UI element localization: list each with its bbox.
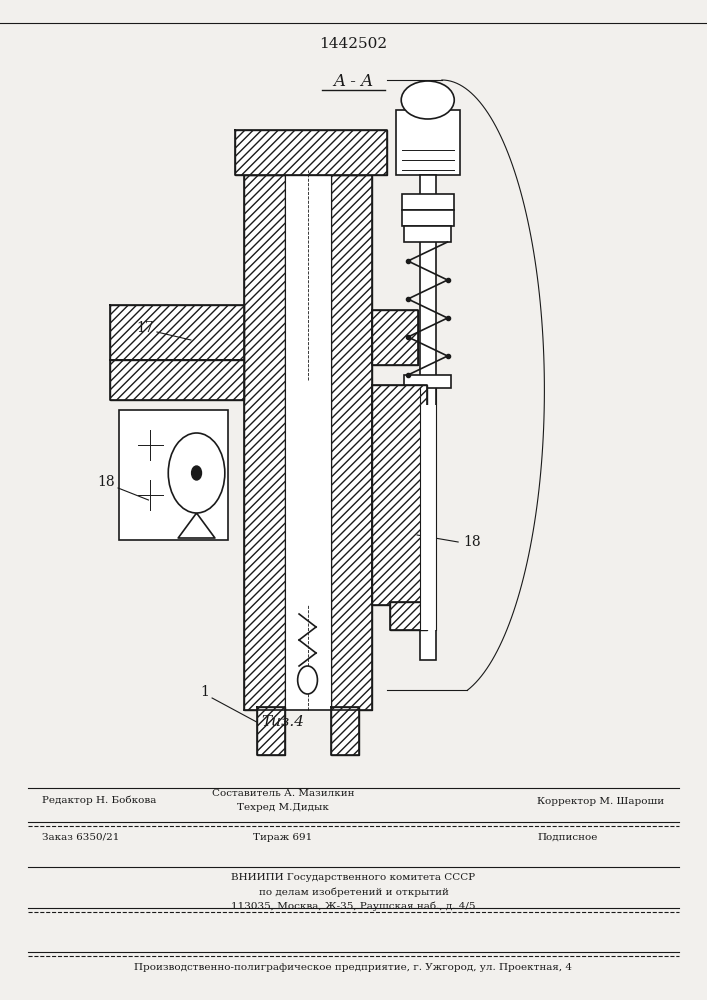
Circle shape xyxy=(298,666,317,694)
Text: Редактор Н. Бобкова: Редактор Н. Бобкова xyxy=(42,795,157,805)
Text: Составитель А. Мазилкин: Составитель А. Мазилкин xyxy=(211,790,354,798)
Text: 113035, Москва, Ж-35, Раушская наб., д. 4/5: 113035, Москва, Ж-35, Раушская наб., д. … xyxy=(231,901,476,911)
Bar xyxy=(331,175,372,710)
Bar xyxy=(257,707,285,755)
Text: 1442502: 1442502 xyxy=(320,37,387,51)
Bar xyxy=(331,707,359,755)
Circle shape xyxy=(168,433,225,513)
Text: A - A: A - A xyxy=(334,74,373,91)
Text: 18: 18 xyxy=(97,475,115,489)
Bar xyxy=(402,210,454,226)
Text: Производственно-полиграфическое предприятие, г. Ужгород, ул. Проектная, 4: Производственно-полиграфическое предприя… xyxy=(134,962,573,972)
Circle shape xyxy=(192,466,201,480)
Bar xyxy=(396,110,460,175)
Bar xyxy=(372,385,427,605)
Text: Техред М.Дидык: Техред М.Дидык xyxy=(237,802,329,812)
Text: Корректор М. Шароши: Корректор М. Шароши xyxy=(537,798,665,806)
Bar xyxy=(110,305,244,360)
Text: по делам изобретений и открытий: по делам изобретений и открытий xyxy=(259,887,448,897)
Text: Заказ 6350/21: Заказ 6350/21 xyxy=(42,832,119,842)
Text: 1: 1 xyxy=(200,685,209,699)
Bar xyxy=(420,175,436,660)
Bar xyxy=(404,226,451,242)
Bar xyxy=(402,194,454,210)
Ellipse shape xyxy=(401,81,454,119)
Text: Тираж 691: Тираж 691 xyxy=(253,832,312,842)
Text: ВНИИПИ Государственного комитета СССР: ВНИИПИ Государственного комитета СССР xyxy=(231,874,476,882)
Bar xyxy=(372,310,418,365)
Bar xyxy=(390,602,427,630)
Text: Подписное: Подписное xyxy=(537,832,597,842)
Text: 18: 18 xyxy=(463,535,481,549)
Bar xyxy=(235,130,387,175)
Bar xyxy=(244,175,285,710)
Bar xyxy=(119,410,228,540)
Bar xyxy=(285,175,331,710)
Bar xyxy=(110,360,244,400)
Bar xyxy=(420,405,436,630)
Text: 17: 17 xyxy=(136,321,154,335)
Text: Τиз.4: Τиз.4 xyxy=(262,715,304,729)
Bar xyxy=(404,375,451,388)
